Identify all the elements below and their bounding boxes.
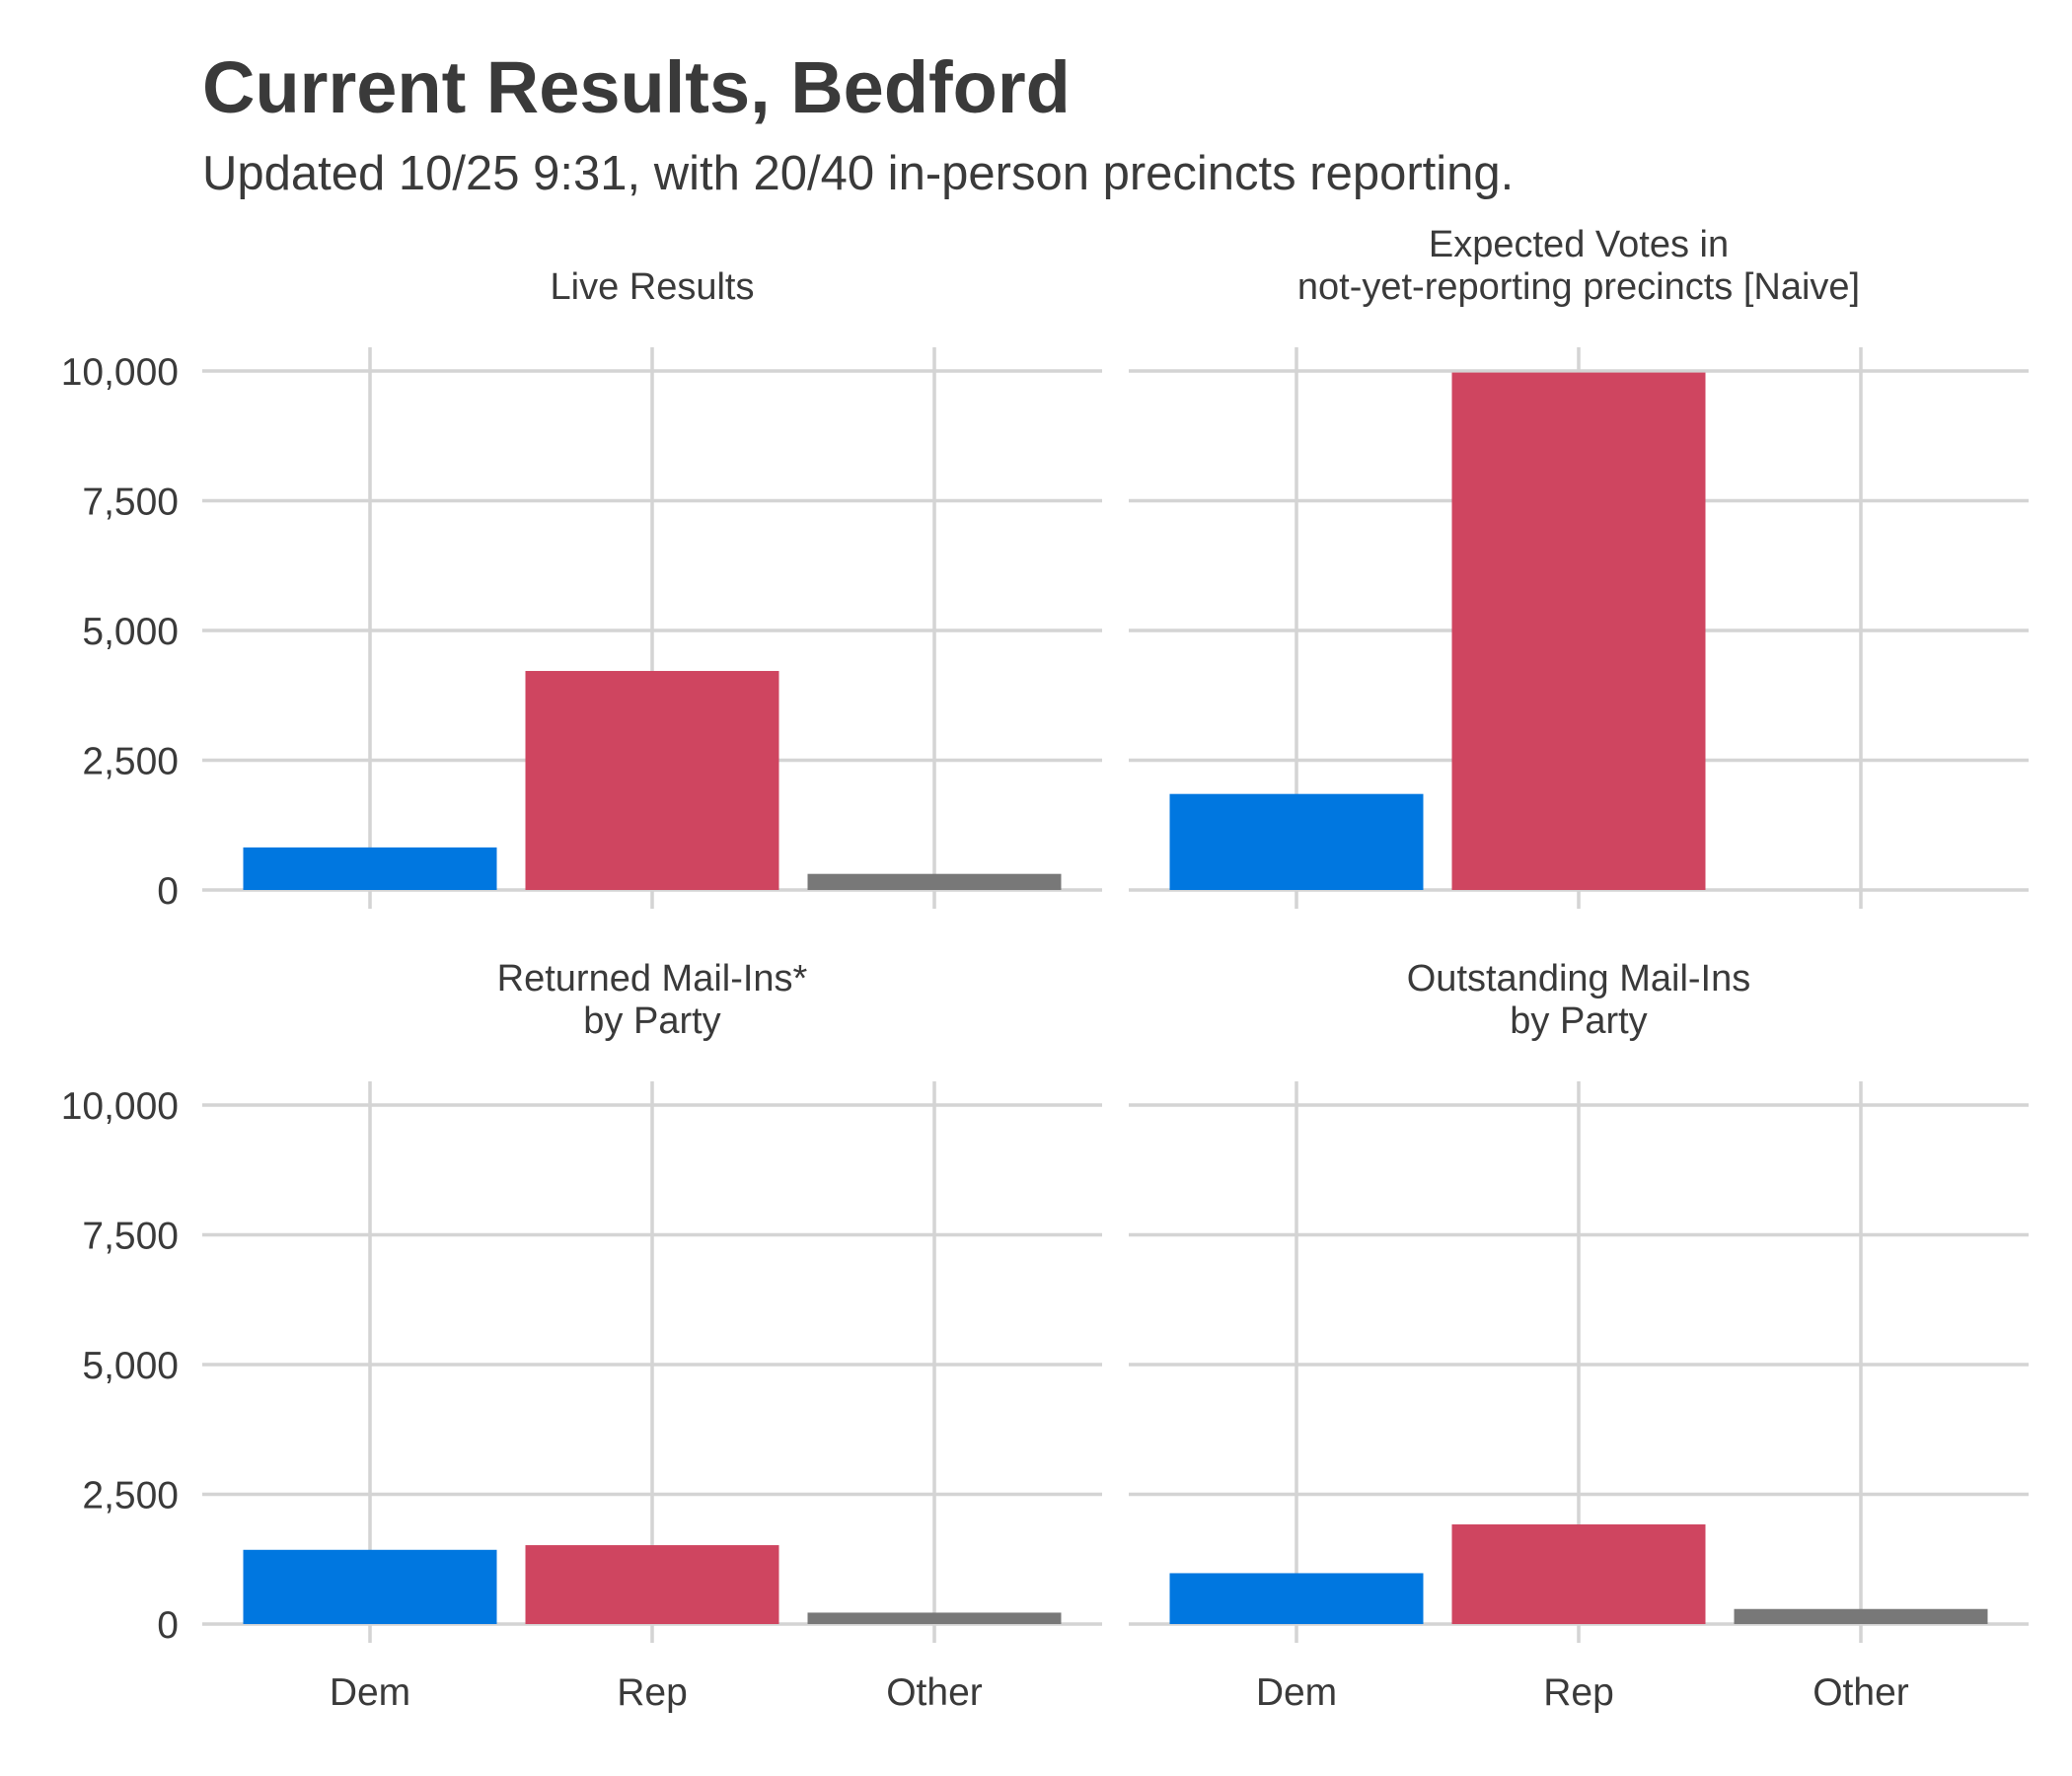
y-tick-label: 2,500: [82, 1475, 179, 1517]
y-tick-label: 7,500: [82, 1216, 179, 1258]
chart-subtitle: Updated 10/25 9:31, with 20/40 in-person…: [202, 147, 1515, 200]
x-tick-label: Rep: [617, 1671, 688, 1714]
y-tick-label: 5,000: [82, 1345, 179, 1387]
y-tick-label: 5,000: [82, 611, 179, 653]
bar-rep: [525, 671, 779, 890]
x-tick-label: Other: [1813, 1671, 1909, 1714]
x-tick-label: Dem: [330, 1671, 410, 1714]
y-tick-label: 10,000: [61, 351, 179, 394]
facet-title: by Party: [1510, 1000, 1647, 1042]
bar-other: [1734, 1608, 1988, 1624]
facet-title: Returned Mail-Ins*: [497, 958, 808, 999]
x-tick-label: Other: [886, 1671, 983, 1714]
bar-rep: [1451, 372, 1706, 890]
bar-rep: [1451, 1524, 1706, 1624]
y-tick-label: 10,000: [61, 1085, 179, 1128]
chart-title: Current Results, Bedford: [202, 46, 1071, 128]
facet-title: Live Results: [551, 266, 755, 308]
bar-other: [807, 1612, 1062, 1624]
y-tick-label: 2,500: [82, 741, 179, 783]
bar-dem: [1169, 793, 1424, 890]
y-tick-label: 0: [157, 1604, 179, 1647]
x-tick-label: Dem: [1256, 1671, 1337, 1714]
y-tick-label: 7,500: [82, 481, 179, 524]
bar-dem: [243, 1549, 497, 1624]
facet-title: not-yet-reporting precincts [Naive]: [1297, 266, 1860, 308]
panel-1: 0 2,500 5,000 7,500 10,000 Live Results: [61, 266, 1102, 913]
bar-dem: [1169, 1573, 1424, 1624]
facet-title: Outstanding Mail-Ins: [1407, 958, 1751, 999]
panel-3: 0 2,500 5,000 7,500 10,000 Dem Rep Other Returne…: [61, 958, 1102, 1714]
y-tick-label: 0: [157, 870, 179, 913]
bar-rep: [525, 1545, 779, 1624]
bar-other: [807, 873, 1062, 890]
x-tick-label: Rep: [1543, 1671, 1614, 1714]
facet-title: Expected Votes in: [1429, 224, 1729, 265]
facet-title: by Party: [583, 1000, 720, 1042]
bar-dem: [243, 847, 497, 890]
